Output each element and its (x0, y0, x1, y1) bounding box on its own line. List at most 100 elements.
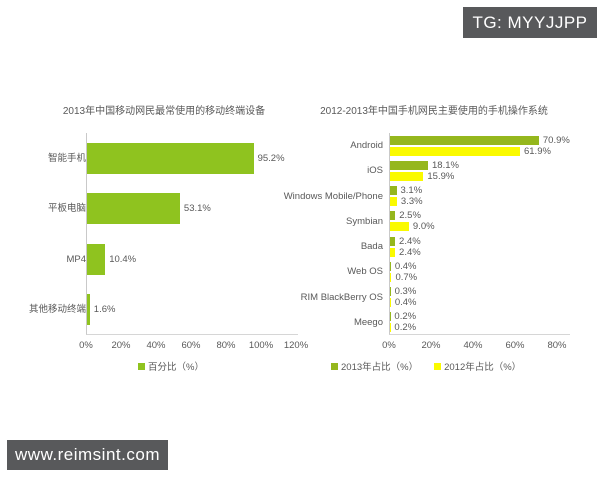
value-label: 0.2% (394, 311, 417, 323)
bar-scale: 70.9% 61.9% 18.1% 15.9% 3.1% 3.3% 2.5% 9.0% 2.4%… (390, 133, 570, 335)
bar-row: 1.6% (87, 285, 297, 336)
category-label: iOS (367, 165, 383, 177)
bar-row: 53.1% (87, 184, 297, 235)
x-tick-label: 120% (283, 340, 309, 351)
bar (390, 272, 392, 282)
bar-line: 95.2% (87, 142, 297, 174)
bar-line: 0.2% (390, 322, 558, 333)
value-label: 0.3% (394, 286, 417, 298)
bar-line: 0.7% (390, 272, 558, 283)
bar-row: 0.3% 0.4% (390, 285, 558, 310)
bar (87, 243, 106, 275)
plot-area: 70.9% 61.9% 18.1% 15.9% 3.1% 3.3% 2.5% 9.0% 2.4%… (389, 133, 570, 335)
category-label: Bada (360, 241, 383, 253)
bar-line: 1.6% (87, 294, 297, 326)
x-tick-label: 20% (111, 340, 131, 351)
category-label: Meego (353, 316, 383, 328)
bar-line: 3.1% (390, 185, 558, 196)
category-label: Windows Mobile/Phone (283, 190, 383, 202)
bar-row: 70.9% 61.9% (390, 133, 570, 158)
value-label: 0.2% (394, 322, 417, 334)
value-label: 61.9% (523, 145, 551, 157)
x-tick-label: 40% (146, 340, 166, 351)
value-label: 53.1% (183, 203, 211, 215)
bar-line: 9.0% (390, 221, 558, 232)
x-tick-label: 20% (421, 340, 441, 351)
chart-mobile-devices: 2013年中国移动网民最常使用的移动终端设备 智能手机 平板电脑 MP4 其他移动终端… (28, 100, 308, 373)
bar-line: 0.2% (390, 311, 558, 322)
bar (390, 261, 391, 271)
category-label: Web OS (347, 266, 383, 278)
bar (390, 160, 428, 170)
x-tick-label: 40% (463, 340, 483, 351)
bar-line: 0.3% (390, 286, 558, 297)
x-tick-label: 100% (248, 340, 274, 351)
bar-row: 10.4% (87, 234, 297, 285)
bar-line: 2.4% (390, 236, 558, 247)
legend-swatch (434, 362, 442, 370)
bar-row: 0.4% 0.7% (390, 259, 558, 284)
value-label: 70.9% (542, 134, 570, 146)
bar (390, 146, 520, 156)
value-label: 2.4% (399, 246, 421, 258)
value-label: 0.4% (394, 297, 417, 309)
legend-item: 百分比（%） (138, 359, 204, 373)
bar-line: 0.4% (390, 261, 558, 272)
bar (390, 222, 409, 232)
bar-line: 53.1% (87, 193, 297, 225)
value-label: 3.1% (400, 185, 423, 197)
bar-line: 2.4% (390, 247, 558, 258)
bar-line: 10.4% (87, 243, 297, 275)
chart-legend: 2013年占比（%） 2012年占比（%） (331, 359, 594, 373)
x-tick-label: 80% (216, 340, 236, 351)
bar (87, 193, 180, 225)
chart-mobile-os: 2012-2013年中国手机网民主要使用的手机操作系统 Android iOS Wi… (283, 100, 594, 373)
x-axis-ticks: 0% 20% 40% 60% 80% 100% 120% (28, 340, 308, 352)
value-label: 10.4% (109, 253, 137, 265)
value-label: 15.9% (427, 170, 455, 182)
value-label: 18.1% (432, 159, 459, 171)
plot-area: 95.2% 53.1% 10.4% 1.6% (86, 133, 298, 335)
bar (390, 247, 396, 257)
category-axis: 智能手机 平板电脑 MP4 其他移动终端 (28, 133, 86, 335)
bar (390, 298, 391, 308)
x-axis-ticks: 0% 20% 40% 60% 80% (289, 340, 594, 352)
bar (87, 142, 254, 174)
chart-body: 智能手机 平板电脑 MP4 其他移动终端 95.2% 53.1% 10.4% 1.6% (28, 133, 308, 335)
bar-line: 0.4% (390, 297, 558, 308)
watermark-tg-badge: TG: MYYJJPP (463, 7, 597, 38)
bar (390, 236, 396, 246)
legend-label: 百分比（%） (148, 362, 204, 373)
value-label: 0.4% (394, 260, 417, 272)
category-label: MP4 (66, 253, 86, 265)
bar (390, 171, 424, 181)
bar-row: 0.2% 0.2% (390, 310, 558, 335)
bar-row: 2.5% 9.0% (390, 209, 558, 234)
bar-scale: 95.2% 53.1% 10.4% 1.6% (87, 133, 297, 334)
bar-line: 70.9% (390, 135, 570, 146)
value-label: 0.7% (395, 271, 418, 283)
legend-item: 2012年占比（%） (434, 359, 521, 373)
x-tick-label: 0% (382, 340, 396, 351)
value-label: 3.3% (400, 196, 423, 208)
legend-swatch (138, 362, 145, 370)
bar-line: 3.3% (390, 196, 558, 207)
category-label: 其他移动终端 (28, 304, 86, 316)
bar-line: 2.5% (390, 210, 558, 221)
category-label: RIM BlackBerry OS (300, 291, 383, 303)
legend-label: 2013年占比（%） (341, 362, 419, 373)
legend-item: 2013年占比（%） (331, 359, 418, 373)
bar-row: 18.1% 15.9% (390, 158, 558, 183)
bar (87, 294, 90, 326)
x-tick-label: 80% (547, 340, 567, 351)
bar-line: 18.1% (390, 160, 558, 171)
category-label: 智能手机 (47, 152, 86, 164)
category-axis: Android iOS Windows Mobile/Phone Symbian Bad… (283, 133, 389, 335)
bar-row: 2.4% 2.4% (390, 234, 558, 259)
value-label: 95.2% (257, 152, 285, 164)
watermark-site-badge: www.reimsint.com (7, 440, 168, 470)
bar (390, 211, 396, 221)
bar-line: 61.9% (390, 146, 558, 157)
value-label: 2.4% (399, 235, 421, 247)
